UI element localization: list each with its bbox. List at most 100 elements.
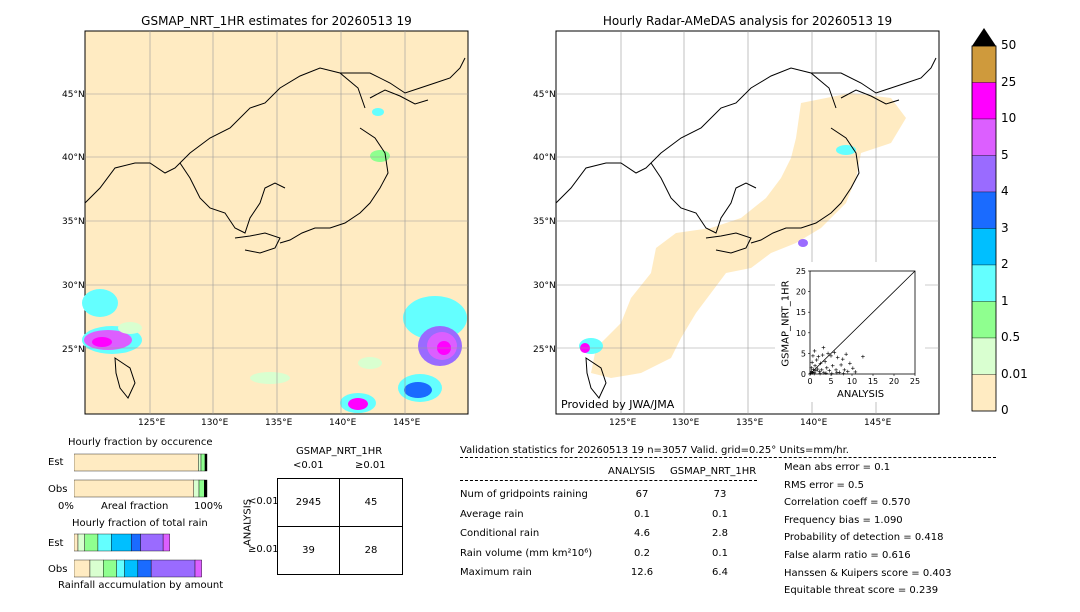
- occurrence-est-segment: [200, 453, 206, 472]
- scatter-point: [810, 370, 815, 375]
- left-lat-30: 30°N: [62, 281, 85, 291]
- right-lat-45: 45°N: [533, 90, 556, 100]
- scatter-point: [834, 368, 838, 372]
- occurrence-bars: [74, 453, 208, 498]
- occurrence-est-segment: [204, 453, 208, 472]
- colorbar-segment: [971, 155, 997, 193]
- right-lon-145: 145°E: [864, 418, 892, 428]
- scatter-ytick: 5: [801, 349, 806, 358]
- validation-score: Correlation coeff = 0.570: [784, 497, 911, 509]
- left-map-rain: [82, 108, 467, 413]
- scatter-point: [819, 368, 824, 372]
- validation-row-analysis: 12.6: [630, 567, 654, 578]
- scatter-chart: 00 5 5 10 10 15 15 20 20 25 25: [775, 262, 925, 402]
- amount-est-label: Est: [48, 538, 64, 549]
- scatter-point: [812, 371, 816, 376]
- colorbar-label: 25: [1001, 74, 1017, 89]
- scatter-ytick: 25: [796, 267, 806, 276]
- amount-footer: Rainfall accumulation by amount: [58, 580, 224, 591]
- colorbar-segment: [971, 228, 997, 266]
- right-map-coastline: [555, 57, 937, 399]
- scatter-point: [848, 361, 852, 366]
- amount-bars: [74, 533, 202, 578]
- scatter-point: [851, 366, 855, 371]
- occurrence-est-segment: [74, 453, 199, 472]
- scatter-point: [814, 358, 819, 362]
- amount-obs-segment: [137, 559, 152, 578]
- scatter-point: [815, 367, 820, 371]
- right-lon-140: 140°E: [800, 418, 828, 428]
- validation-row-analysis: 0.1: [634, 508, 650, 520]
- radar-rain-4: [798, 239, 808, 247]
- scatter-diagonal: [809, 270, 916, 375]
- left-map: [82, 30, 469, 415]
- contingency-cell-c: 39: [302, 545, 315, 556]
- amount-obs-label: Obs: [48, 564, 68, 575]
- occurrence-obs-segment: [74, 479, 194, 498]
- scatter-ytick: 20: [796, 288, 806, 297]
- amount-obs-segment: [116, 559, 125, 578]
- scatter-point: [842, 368, 847, 372]
- scatter-point: [812, 349, 817, 353]
- scatter-point: [818, 361, 823, 366]
- validation-header: Validation statistics for 20260513 19 n=…: [460, 445, 849, 456]
- amount-est-segment: [74, 533, 79, 552]
- amount-obs-segment: [74, 559, 91, 578]
- scatter-xtick: 10: [847, 377, 857, 386]
- colorbar-label: 5: [1001, 147, 1009, 162]
- colorbar-label: 0.01: [1001, 366, 1028, 381]
- validation-score: Hanssen & Kuipers score = 0.403: [784, 567, 952, 579]
- scatter-point: [818, 371, 822, 376]
- scatter-point: [814, 368, 818, 373]
- left-lat-35: 35°N: [62, 217, 85, 227]
- right-lat-25: 25°N: [533, 345, 556, 355]
- contingency-row-ge: ≥0.01: [248, 544, 279, 555]
- contingency-cell-d: 28: [364, 545, 378, 556]
- colorbar-label: 0.5: [1001, 330, 1021, 344]
- scatter-point: [829, 354, 833, 358]
- validation-row-gsmap: 0.1: [712, 508, 728, 520]
- contingency-col-lt: <0.01: [293, 460, 324, 471]
- left-lon-135: 135°E: [265, 418, 293, 428]
- right-lon-125: 125°E: [609, 418, 637, 428]
- colorbar-segment: [971, 45, 997, 83]
- scatter-point: [841, 371, 846, 376]
- validation-row-label: Num of gridpoints raining: [460, 489, 588, 500]
- contingency-cell-b: 45: [364, 497, 378, 508]
- amount-obs-segment: [194, 559, 202, 578]
- occurrence-axis-left: 0%: [58, 501, 74, 512]
- right-map-title: Hourly Radar-AMeDAS analysis for 2026051…: [602, 14, 893, 28]
- scatter-xtick: 15: [868, 377, 878, 386]
- colorbar-segment: [971, 374, 997, 412]
- left-lon-140: 140°E: [329, 418, 357, 428]
- validation-row-label: Rain volume (mm km²10⁶): [460, 547, 593, 559]
- scatter-point: [811, 367, 816, 372]
- scatter-point: [827, 368, 832, 373]
- amount-est-segment: [130, 533, 141, 552]
- left-lon-125: 125°E: [138, 418, 166, 428]
- right-lon-130: 130°E: [672, 418, 700, 428]
- occurrence-est-segment: [198, 453, 202, 472]
- validation-row-label: Maximum rain: [460, 567, 532, 578]
- occurrence-est-label: Est: [48, 457, 64, 468]
- amount-obs-segment: [150, 559, 196, 578]
- scatter-point: [822, 370, 826, 375]
- validation-row-gsmap: 2.8: [712, 528, 728, 539]
- scatter-ytick: 0: [801, 370, 806, 379]
- scatter-point: [835, 370, 839, 375]
- colorbar-segment: [971, 301, 997, 339]
- right-lat-40: 40°N: [533, 153, 556, 163]
- amount-obs-segment: [124, 559, 139, 578]
- left-map-frame: [84, 30, 469, 415]
- contingency-col-ge: ≥0.01: [355, 460, 386, 471]
- contingency-title: GSMAP_NRT_1HR: [296, 446, 383, 457]
- occurrence-obs-segment: [198, 479, 205, 498]
- amount-est-segment: [111, 533, 132, 552]
- colorbar-segment: [971, 82, 997, 120]
- scatter-xtick: 25: [910, 377, 920, 386]
- scatter-point: [824, 371, 828, 375]
- scatter-plot-area: 00 5 5 10 10 15 15 20 20 25 25: [796, 267, 920, 386]
- validation-col-rule: [460, 480, 757, 481]
- left-map-grid: [85, 31, 468, 414]
- scatter-xlabel: ANALYSIS: [837, 389, 885, 400]
